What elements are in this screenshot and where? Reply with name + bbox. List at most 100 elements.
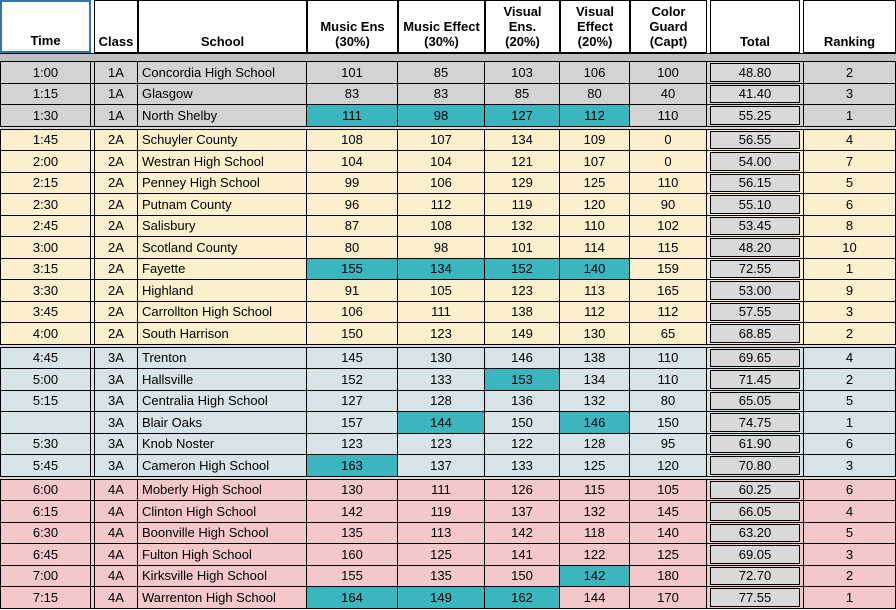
cell-ranking[interactable]: 2	[803, 62, 896, 83]
cell-ranking[interactable]: 1	[803, 412, 896, 433]
cell-color-guard[interactable]: 0	[630, 151, 707, 172]
cell-visual-ens[interactable]: 123	[485, 280, 560, 301]
cell-visual-ens[interactable]: 127	[485, 105, 560, 126]
cell-class[interactable]: 3A	[94, 369, 138, 390]
cell-music-effect[interactable]: 98	[398, 237, 485, 258]
cell-class[interactable]: 3A	[94, 390, 138, 411]
cell-time[interactable]: 2:15	[0, 172, 91, 193]
cell-class[interactable]: 2A	[94, 280, 138, 301]
cell-color-guard[interactable]: 120	[630, 455, 707, 476]
cell-visual-effect[interactable]: 132	[560, 501, 630, 522]
cell-ranking[interactable]: 4	[803, 501, 896, 522]
cell-time[interactable]: 5:45	[0, 455, 91, 476]
cell-music-ens[interactable]: 127	[307, 390, 398, 411]
cell-music-effect[interactable]: 113	[398, 522, 485, 543]
cell-time[interactable]: 5:15	[0, 390, 91, 411]
cell-time[interactable]: 7:00	[0, 565, 91, 586]
cell-music-ens[interactable]: 150	[307, 323, 398, 344]
cell-time[interactable]: 2:00	[0, 151, 91, 172]
cell-color-guard[interactable]: 0	[630, 129, 707, 150]
cell-color-guard[interactable]: 159	[630, 258, 707, 279]
cell-music-effect[interactable]: 112	[398, 194, 485, 215]
cell-school[interactable]: Penney High School	[138, 172, 307, 193]
cell-visual-ens[interactable]: 142	[485, 522, 560, 543]
cell-total[interactable]: 54.00	[710, 151, 800, 172]
cell-music-effect[interactable]: 106	[398, 172, 485, 193]
cell-visual-effect[interactable]: 115	[560, 479, 630, 500]
cell-time[interactable]: 3:30	[0, 280, 91, 301]
cell-ranking[interactable]: 3	[803, 301, 896, 322]
cell-music-effect[interactable]: 137	[398, 455, 485, 476]
cell-school[interactable]: Glasgow	[138, 83, 307, 104]
cell-color-guard[interactable]: 145	[630, 501, 707, 522]
cell-class[interactable]: 2A	[94, 194, 138, 215]
cell-class[interactable]: 2A	[94, 151, 138, 172]
cell-class[interactable]: 4A	[94, 522, 138, 543]
cell-ranking[interactable]: 5	[803, 390, 896, 411]
cell-time[interactable]: 5:00	[0, 369, 91, 390]
cell-music-effect[interactable]: 111	[398, 301, 485, 322]
cell-school[interactable]: Clinton High School	[138, 501, 307, 522]
header-cell-color-guard[interactable]: Color Guard (Capt)	[630, 0, 707, 53]
cell-ranking[interactable]: 4	[803, 129, 896, 150]
cell-total[interactable]: 56.55	[710, 130, 800, 151]
cell-time[interactable]: 3:45	[0, 301, 91, 322]
cell-ranking[interactable]: 3	[803, 544, 896, 565]
cell-visual-ens[interactable]: 138	[485, 301, 560, 322]
cell-music-effect[interactable]: 134	[398, 258, 485, 279]
cell-visual-ens[interactable]: 122	[485, 433, 560, 454]
cell-class[interactable]: 2A	[94, 129, 138, 150]
cell-class[interactable]: 2A	[94, 258, 138, 279]
cell-ranking[interactable]: 2	[803, 369, 896, 390]
cell-music-effect[interactable]: 85	[398, 62, 485, 83]
cell-total[interactable]: 48.20	[710, 237, 800, 258]
cell-time[interactable]: 7:15	[0, 587, 91, 608]
cell-time[interactable]: 1:00	[0, 62, 91, 83]
cell-color-guard[interactable]: 110	[630, 369, 707, 390]
cell-music-effect[interactable]: 111	[398, 479, 485, 500]
cell-school[interactable]: Scotland County	[138, 237, 307, 258]
cell-total[interactable]: 56.15	[710, 173, 800, 194]
cell-visual-ens[interactable]: 126	[485, 479, 560, 500]
cell-visual-effect[interactable]: 120	[560, 194, 630, 215]
cell-visual-effect[interactable]: 112	[560, 301, 630, 322]
cell-school[interactable]: Carrollton High School	[138, 301, 307, 322]
cell-school[interactable]: South Harrison	[138, 323, 307, 344]
cell-visual-effect[interactable]: 134	[560, 369, 630, 390]
cell-time[interactable]: 1:15	[0, 83, 91, 104]
cell-ranking[interactable]: 6	[803, 433, 896, 454]
cell-music-effect[interactable]: 104	[398, 151, 485, 172]
cell-music-ens[interactable]: 155	[307, 565, 398, 586]
cell-school[interactable]: Blair Oaks	[138, 412, 307, 433]
cell-ranking[interactable]: 3	[803, 83, 896, 104]
cell-time[interactable]: 6:15	[0, 501, 91, 522]
cell-time[interactable]: 2:30	[0, 194, 91, 215]
cell-time[interactable]: 4:00	[0, 323, 91, 344]
cell-music-ens[interactable]: 99	[307, 172, 398, 193]
cell-color-guard[interactable]: 90	[630, 194, 707, 215]
cell-class[interactable]: 3A	[94, 347, 138, 368]
cell-color-guard[interactable]: 110	[630, 347, 707, 368]
cell-school[interactable]: Putnam County	[138, 194, 307, 215]
cell-time[interactable]: 6:00	[0, 479, 91, 500]
cell-music-effect[interactable]: 144	[398, 412, 485, 433]
header-cell-time selected-cell[interactable]: Time	[0, 0, 91, 53]
header-cell-visual-effect[interactable]: Visual Effect (20%)	[560, 0, 630, 53]
cell-color-guard[interactable]: 95	[630, 433, 707, 454]
cell-music-effect[interactable]: 107	[398, 129, 485, 150]
cell-music-effect[interactable]: 135	[398, 565, 485, 586]
cell-ranking[interactable]: 8	[803, 215, 896, 236]
cell-time[interactable]: 1:45	[0, 129, 91, 150]
cell-visual-effect[interactable]: 132	[560, 390, 630, 411]
cell-total[interactable]: 68.85	[710, 323, 800, 344]
cell-total[interactable]: 65.05	[710, 391, 800, 412]
cell-color-guard[interactable]: 105	[630, 479, 707, 500]
cell-total[interactable]: 74.75	[710, 412, 800, 433]
cell-visual-ens[interactable]: 133	[485, 455, 560, 476]
cell-music-effect[interactable]: 83	[398, 83, 485, 104]
cell-music-ens[interactable]: 163	[307, 455, 398, 476]
cell-class[interactable]: 4A	[94, 479, 138, 500]
cell-visual-ens[interactable]: 134	[485, 129, 560, 150]
cell-total[interactable]: 72.70	[710, 566, 800, 587]
cell-total[interactable]: 55.25	[710, 105, 800, 126]
